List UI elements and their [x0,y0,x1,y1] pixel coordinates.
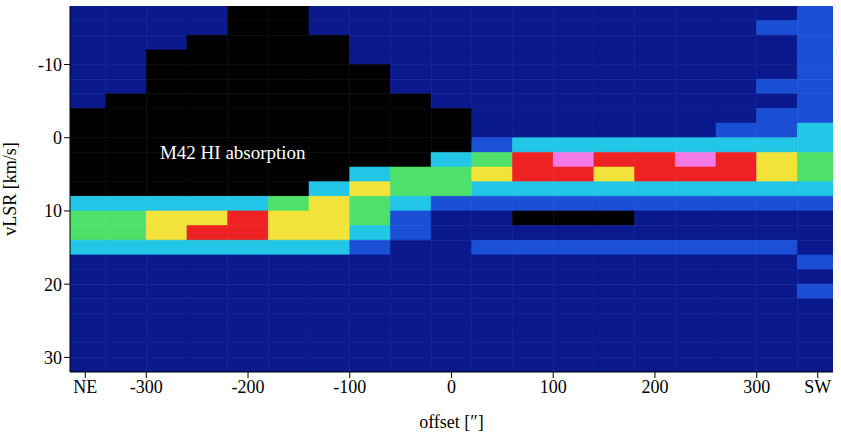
svg-text:300: 300 [743,377,770,397]
svg-text:-200: -200 [232,377,265,397]
svg-text:30: 30 [44,348,62,368]
svg-text:M42 HI absorption: M42 HI absorption [160,142,306,163]
svg-text:-10: -10 [38,55,62,75]
svg-text:vLSR [km/s]: vLSR [km/s] [0,142,20,236]
svg-text:SW: SW [804,377,831,397]
svg-text:-300: -300 [130,377,163,397]
svg-text:10: 10 [44,201,62,221]
svg-text:0: 0 [447,377,456,397]
svg-text:100: 100 [540,377,567,397]
svg-text:0: 0 [53,128,62,148]
svg-text:-100: -100 [333,377,366,397]
svg-text:200: 200 [641,377,668,397]
svg-text:20: 20 [44,275,62,295]
svg-text:offset [″]: offset [″] [419,412,484,432]
svg-text:NE: NE [73,377,97,397]
